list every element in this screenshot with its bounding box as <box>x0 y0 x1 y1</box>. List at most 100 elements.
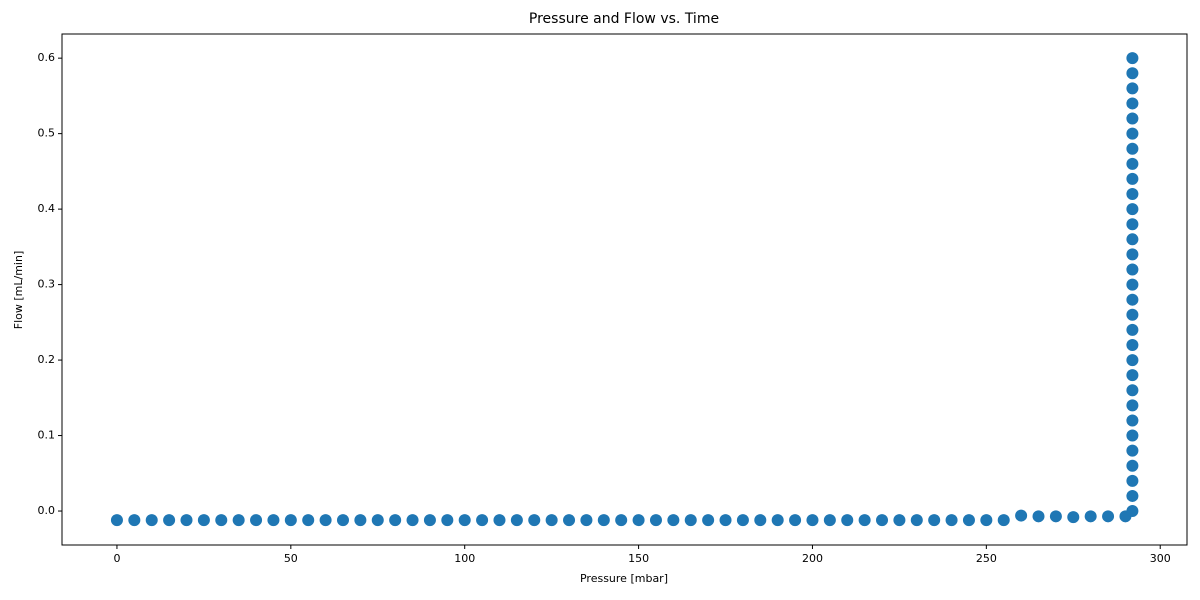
point <box>284 514 297 527</box>
point <box>823 514 836 527</box>
point <box>771 514 784 527</box>
point <box>632 514 645 527</box>
point <box>719 514 732 527</box>
x-tick-label: 250 <box>976 552 997 565</box>
point <box>980 514 993 527</box>
point <box>545 514 558 527</box>
point <box>962 514 975 527</box>
point <box>841 514 854 527</box>
point <box>1126 384 1139 397</box>
point <box>597 514 610 527</box>
point <box>1126 112 1139 125</box>
point <box>1126 203 1139 216</box>
point <box>371 514 384 527</box>
point <box>250 514 263 527</box>
y-tick-label: 0.4 <box>38 202 56 215</box>
point <box>1126 489 1139 502</box>
point <box>1126 172 1139 185</box>
point <box>336 514 349 527</box>
point <box>406 514 419 527</box>
point <box>910 514 923 527</box>
point <box>667 514 680 527</box>
point <box>163 514 176 527</box>
x-tick-label: 100 <box>454 552 475 565</box>
x-tick-label: 200 <box>802 552 823 565</box>
point <box>302 514 315 527</box>
point <box>110 514 123 527</box>
point <box>702 514 715 527</box>
point <box>997 514 1010 527</box>
point <box>580 514 593 527</box>
point <box>1102 510 1115 523</box>
point <box>1126 233 1139 246</box>
point <box>1067 511 1080 524</box>
point <box>1126 459 1139 472</box>
point <box>1049 510 1062 523</box>
point <box>684 514 697 527</box>
point <box>1126 293 1139 306</box>
point <box>510 514 523 527</box>
point <box>232 514 245 527</box>
point <box>615 514 628 527</box>
point <box>1126 354 1139 367</box>
point <box>754 514 767 527</box>
point <box>1126 52 1139 65</box>
y-tick-label: 0.0 <box>38 504 56 517</box>
point <box>267 514 280 527</box>
point <box>876 514 889 527</box>
point <box>1126 67 1139 80</box>
point <box>1126 218 1139 231</box>
point <box>1126 505 1139 518</box>
chart-title: Pressure and Flow vs. Time <box>529 11 719 27</box>
point <box>928 514 941 527</box>
point <box>1126 82 1139 95</box>
y-tick-label: 0.6 <box>38 51 56 64</box>
point <box>1126 338 1139 351</box>
point <box>458 514 471 527</box>
y-tick-label: 0.1 <box>38 429 56 442</box>
point <box>1126 278 1139 291</box>
plot-frame <box>61 33 1188 546</box>
y-tick-label: 0.5 <box>38 127 56 140</box>
point <box>1126 97 1139 110</box>
x-tick-label: 50 <box>284 552 298 565</box>
point <box>180 514 193 527</box>
point <box>1126 323 1139 336</box>
x-tick-label: 300 <box>1150 552 1171 565</box>
point <box>1126 188 1139 201</box>
point <box>1126 474 1139 487</box>
point <box>945 514 958 527</box>
point <box>1126 369 1139 382</box>
point <box>476 514 489 527</box>
point <box>215 514 228 527</box>
point <box>145 514 158 527</box>
y-tick-label: 0.2 <box>38 353 56 366</box>
x-axis-label: Pressure [mbar] <box>580 572 668 585</box>
x-tick-label: 0 <box>113 552 120 565</box>
point <box>893 514 906 527</box>
point <box>789 514 802 527</box>
point <box>806 514 819 527</box>
point <box>858 514 871 527</box>
point <box>1126 399 1139 412</box>
point <box>1126 263 1139 276</box>
point <box>563 514 576 527</box>
y-axis-label: Flow [mL/min] <box>12 251 25 329</box>
point <box>1084 510 1097 523</box>
y-tick-label: 0.3 <box>38 278 56 291</box>
point <box>1126 157 1139 170</box>
point <box>128 514 141 527</box>
point <box>528 514 541 527</box>
point <box>1126 308 1139 321</box>
point <box>423 514 436 527</box>
point <box>1032 510 1045 523</box>
point <box>1015 509 1028 522</box>
point <box>736 514 749 527</box>
point <box>441 514 454 527</box>
point <box>319 514 332 527</box>
point <box>354 514 367 527</box>
point <box>197 514 210 527</box>
point <box>1126 444 1139 457</box>
point <box>1126 248 1139 261</box>
